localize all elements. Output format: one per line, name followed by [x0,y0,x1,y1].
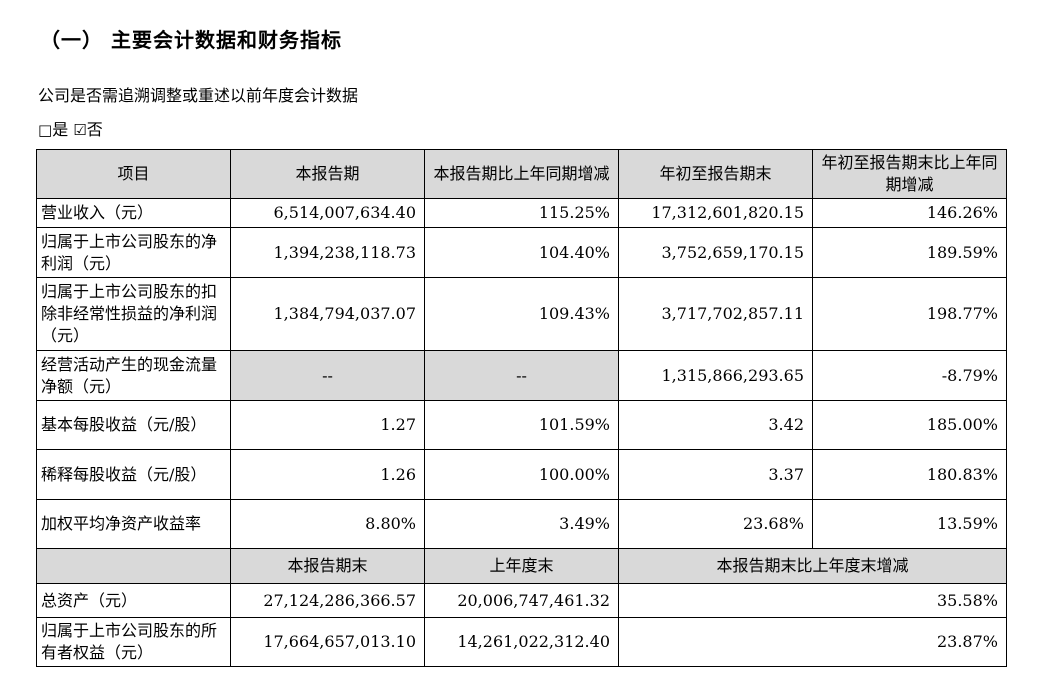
table-header-row: 项目 本报告期 本报告期比上年同期增减 年初至报告期末 年初至报告期末比上年同期… [36,149,1007,199]
header-current-change: 本报告期比上年同期增减 [424,149,619,199]
header-current-period: 本报告期 [230,149,425,199]
table-row: 基本每股收益（元/股） 1.27 101.59% 3.42 185.00% [36,400,1007,450]
table-row: 经营活动产生的现金流量净额（元） -- -- 1,315,866,293.65 … [36,350,1007,401]
row-label: 加权平均净资产收益率 [36,499,231,549]
checked-box-icon[interactable]: ☑ [73,121,87,139]
cell-period-end: 27,124,286,366.57 [230,583,425,618]
header-ytd-change: 年初至报告期末比上年同期增减 [812,149,1007,199]
cell-ytd-change: 185.00% [812,400,1007,450]
table-row: 加权平均净资产收益率 8.80% 3.49% 23.68% 13.59% [36,499,1007,549]
cell-ytd: 1,315,866,293.65 [618,350,813,401]
cell-ytd-change: 146.26% [812,198,1007,228]
cell-ytd-change: 13.59% [812,499,1007,549]
cell-current: 1.27 [230,400,425,450]
section-heading: （一） 主要会计数据和财务指标 [40,28,342,52]
row-label: 归属于上市公司股东的扣除非经常性损益的净利润（元） [36,277,231,351]
cell-ytd-change: -8.79% [812,350,1007,401]
row-label: 归属于上市公司股东的所有者权益（元） [36,617,231,667]
cell-current-change: 3.49% [424,499,619,549]
row-label: 基本每股收益（元/股） [36,400,231,450]
header-ytd: 年初至报告期末 [618,149,813,199]
cell-current-change: 115.25% [424,198,619,228]
cell-change: 35.58% [618,583,1007,618]
table-row: 归属于上市公司股东的净利润（元） 1,394,238,118.73 104.40… [36,227,1007,278]
option-no-label: 否 [86,120,103,139]
row-label: 归属于上市公司股东的净利润（元） [36,227,231,278]
unchecked-box-icon[interactable]: □ [38,121,53,139]
cell-current: 1,394,238,118.73 [230,227,425,278]
cell-current-change: 109.43% [424,277,619,351]
cell-current-change: 104.40% [424,227,619,278]
table-row: 营业收入（元） 6,514,007,634.40 115.25% 17,312,… [36,198,1007,228]
option-yes-label: 是 [52,120,69,139]
cell-current: 6,514,007,634.40 [230,198,425,228]
cell-ytd: 23.68% [618,499,813,549]
cell-ytd: 3,717,702,857.11 [618,277,813,351]
cell-ytd-change: 189.59% [812,227,1007,278]
cell-current: 1.26 [230,449,425,500]
cell-ytd-change: 198.77% [812,277,1007,351]
cell-current-change: 101.59% [424,400,619,450]
table-subheader-row: 本报告期末 上年度末 本报告期末比上年度末增减 [36,548,1007,584]
cell-current: 1,384,794,037.07 [230,277,425,351]
table-row: 归属于上市公司股东的扣除非经常性损益的净利润（元） 1,384,794,037.… [36,277,1007,351]
table-row: 稀释每股收益（元/股） 1.26 100.00% 3.37 180.83% [36,449,1007,500]
row-label: 稀释每股收益（元/股） [36,449,231,500]
cell-prev-year-end: 14,261,022,312.40 [424,617,619,667]
cell-ytd: 3,752,659,170.15 [618,227,813,278]
cell-current: -- [230,350,425,401]
header-item: 项目 [36,149,231,199]
financial-data-table: 项目 本报告期 本报告期比上年同期增减 年初至报告期末 年初至报告期末比上年同期… [36,149,1007,667]
cell-ytd: 3.37 [618,449,813,500]
subheader-prev-year-end: 上年度末 [424,548,619,584]
cell-current-change: 100.00% [424,449,619,500]
restatement-question: 公司是否需追溯调整或重述以前年度会计数据 [38,86,359,105]
cell-ytd-change: 180.83% [812,449,1007,500]
subheader-period-end: 本报告期末 [230,548,425,584]
cell-change: 23.87% [618,617,1007,667]
row-label: 经营活动产生的现金流量净额（元） [36,350,231,401]
row-label: 营业收入（元） [36,198,231,228]
restatement-options: □是 ☑否 [38,116,103,140]
cell-period-end: 17,664,657,013.10 [230,617,425,667]
cell-ytd: 17,312,601,820.15 [618,198,813,228]
cell-ytd: 3.42 [618,400,813,450]
table-row: 总资产（元） 27,124,286,366.57 20,006,747,461.… [36,583,1007,618]
subheader-blank [36,548,231,584]
cell-current-change: -- [424,350,619,401]
cell-current: 8.80% [230,499,425,549]
subheader-change: 本报告期末比上年度末增减 [618,548,1007,584]
table-row: 归属于上市公司股东的所有者权益（元） 17,664,657,013.10 14,… [36,617,1007,667]
cell-prev-year-end: 20,006,747,461.32 [424,583,619,618]
row-label: 总资产（元） [36,583,231,618]
